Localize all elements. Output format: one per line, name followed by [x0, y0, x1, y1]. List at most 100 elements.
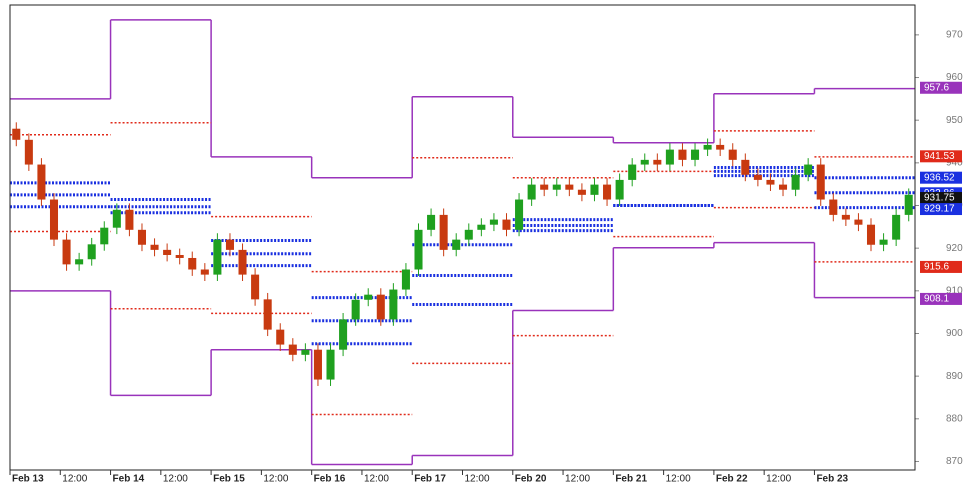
- candle-body: [489, 219, 498, 225]
- candle-body: [49, 199, 59, 240]
- price-label-box: [920, 292, 962, 305]
- price-label: 957.6: [924, 82, 949, 93]
- candle-body: [753, 174, 762, 180]
- price-label-box: [920, 150, 962, 163]
- candle-body: [263, 299, 272, 330]
- candle-body: [603, 184, 612, 200]
- candle-body: [565, 184, 574, 190]
- candle-body: [301, 349, 310, 355]
- candle-body: [804, 164, 813, 175]
- candle-body: [112, 209, 121, 228]
- candle-body: [879, 239, 888, 245]
- candle-body: [703, 144, 712, 150]
- candle-body: [678, 149, 687, 160]
- x-tick-label: 12:00: [666, 474, 691, 485]
- candle-body: [427, 214, 436, 230]
- y-tick-label: 960: [946, 72, 963, 83]
- candle-body: [640, 159, 649, 165]
- x-tick-label: 12:00: [465, 474, 490, 485]
- candle-body: [276, 329, 285, 345]
- candle-body: [401, 269, 410, 290]
- candle-body: [150, 244, 159, 250]
- x-tick-label: Feb 14: [113, 474, 145, 485]
- x-tick-label: Feb 17: [414, 474, 446, 485]
- candle-body: [376, 294, 385, 320]
- candle-body: [62, 239, 71, 265]
- x-tick-label: 12:00: [565, 474, 590, 485]
- candle-body: [791, 174, 800, 190]
- candle-body: [251, 274, 260, 300]
- candle-body: [24, 139, 33, 165]
- x-tick-label: 12:00: [163, 474, 188, 485]
- y-tick-label: 940: [946, 157, 963, 168]
- candle-body: [464, 229, 473, 240]
- candle-body: [188, 257, 197, 270]
- candle-body: [766, 179, 775, 185]
- y-tick-label: 890: [946, 371, 963, 382]
- price-label-box: [920, 192, 962, 205]
- x-tick-label: Feb 20: [515, 474, 547, 485]
- y-tick-label: 970: [946, 30, 963, 41]
- candle-body: [502, 219, 511, 230]
- price-label-box: [920, 260, 962, 273]
- x-tick-label: Feb 15: [213, 474, 245, 485]
- candle-body: [288, 344, 297, 355]
- x-tick-label: 12:00: [62, 474, 87, 485]
- y-tick-label: 950: [946, 115, 963, 126]
- candle-body: [175, 254, 184, 258]
- candle-body: [351, 299, 360, 320]
- candle-body: [12, 128, 21, 140]
- candle-body: [238, 249, 247, 275]
- price-label-box: [920, 81, 962, 94]
- y-tick-label: 870: [946, 456, 963, 467]
- x-tick-label: 12:00: [364, 474, 389, 485]
- candle-body: [816, 164, 825, 200]
- candle-body: [339, 319, 348, 350]
- x-tick-label: Feb 13: [12, 474, 44, 485]
- x-tick-label: 12:00: [263, 474, 288, 485]
- candle-body: [892, 214, 901, 240]
- candle-body: [313, 349, 322, 380]
- candle-body: [515, 199, 524, 230]
- candle-body: [615, 179, 624, 200]
- x-tick-label: Feb 22: [716, 474, 748, 485]
- price-label: 936.52: [924, 172, 955, 183]
- candle-body: [125, 209, 134, 230]
- x-tick-label: Feb 23: [816, 474, 848, 485]
- candle-body: [628, 164, 637, 180]
- candle-body: [540, 184, 549, 190]
- candle-body: [439, 214, 448, 250]
- price-label-box: [920, 203, 962, 216]
- candle-body: [552, 184, 561, 190]
- candle-body: [389, 289, 398, 320]
- price-label: 915.6: [924, 262, 949, 273]
- candle-body: [728, 149, 737, 160]
- price-label: 908.1: [924, 294, 949, 305]
- price-label: 931.75: [924, 193, 955, 204]
- candle-body: [527, 184, 536, 200]
- candle-body: [37, 164, 46, 200]
- price-label-box: [920, 171, 962, 184]
- candle-body: [904, 194, 913, 215]
- y-tick-label: 910: [946, 285, 963, 296]
- candle-body: [741, 159, 750, 175]
- x-tick-label: Feb 21: [615, 474, 647, 485]
- candle-body: [326, 349, 335, 380]
- candle-body: [653, 159, 662, 165]
- x-tick-label: 12:00: [766, 474, 791, 485]
- candle-body: [590, 184, 599, 195]
- candle-body: [213, 239, 222, 275]
- price-label: 929.17: [924, 204, 955, 215]
- candle-body: [841, 214, 850, 220]
- y-tick-label: 920: [946, 243, 963, 254]
- candle-body: [75, 259, 84, 265]
- candle-body: [200, 269, 209, 275]
- candle-body: [778, 184, 788, 190]
- y-tick-label: 900: [946, 328, 963, 339]
- candle-body: [665, 149, 674, 165]
- y-tick-label: 880: [946, 413, 963, 424]
- candle-body: [829, 199, 838, 215]
- candle-body: [577, 189, 586, 195]
- candle-body: [414, 229, 423, 270]
- candle-body: [854, 219, 863, 225]
